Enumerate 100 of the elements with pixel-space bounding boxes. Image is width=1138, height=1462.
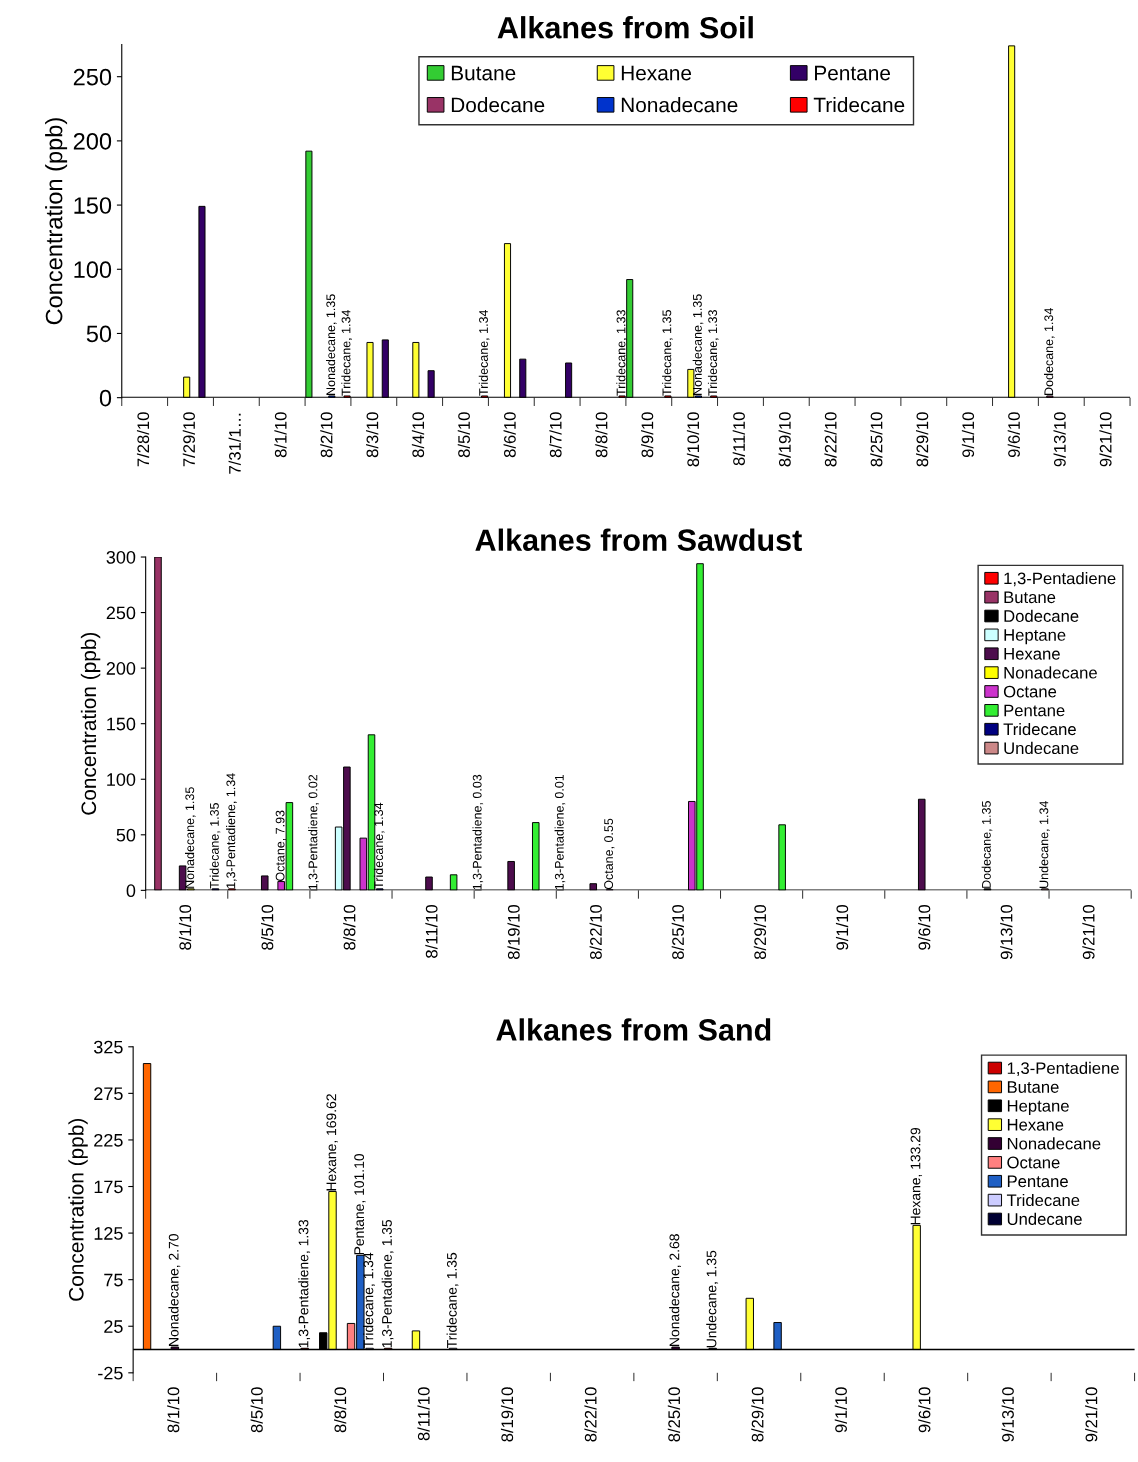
chart-title: Alkanes from Sand: [496, 1018, 771, 1041]
y-tick-label: 250: [73, 68, 112, 86]
y-tick-label: 225: [94, 1133, 123, 1147]
y-tick-label: 150: [74, 197, 112, 214]
y-tick-label: -25: [98, 1366, 123, 1380]
data-label: Tridecane, 1.34: [478, 309, 490, 396]
y-tick-label: 275: [94, 1087, 123, 1101]
x-tick-label: 8/1/10: [274, 412, 287, 458]
y-tick-label: 300: [106, 550, 136, 564]
x-tick-label: 9/13/10: [1000, 904, 1013, 960]
y-tick-label: 100: [107, 773, 136, 786]
legend-label: Hexane: [1007, 1119, 1064, 1131]
legend-label: Nonadecane: [621, 97, 738, 113]
x-tick-label: 8/8/10: [343, 904, 356, 950]
legend-label: Nonadecane: [1007, 1137, 1101, 1150]
x-tick-label: 9/1/10: [961, 412, 975, 458]
x-tick-label: 9/21/10: [1082, 904, 1095, 960]
x-tick-label: 7/29/10: [182, 412, 195, 467]
x-tick-label: 8/7/10: [549, 412, 562, 458]
legend-label: Undecane: [1007, 1212, 1082, 1225]
data-label: Tridecane, 1.35: [662, 310, 673, 396]
legend-label: Pentane: [1007, 1175, 1068, 1188]
x-tick-label: 8/25/10: [671, 904, 684, 960]
legend-label: Dodecane: [1004, 609, 1079, 622]
y-tick-label: 50: [86, 325, 112, 343]
data-label: Nonadecane, 1.35: [326, 294, 337, 395]
data-label: Tridecane, 1.34: [373, 802, 385, 889]
legend-label: Tridecane: [1003, 722, 1076, 736]
x-tick-label: 8/11/10: [425, 904, 438, 958]
x-tick-label: 7/31/1…: [228, 413, 241, 474]
x-tick-label: 9/6/10: [918, 1387, 931, 1433]
y-tick-label: 325: [93, 1040, 123, 1054]
x-tick-label: 8/19/10: [500, 1387, 514, 1442]
y-tick-label: 150: [107, 717, 136, 731]
data-label: Dodecane, 1.34: [1044, 308, 1055, 395]
x-tick-label: 8/1/10: [167, 1387, 180, 1433]
data-label: 1,3-Pentadiene, 1.34: [226, 773, 237, 888]
legend-label: Tridecane: [813, 97, 905, 113]
x-tick-label: 8/6/10: [503, 412, 516, 458]
x-tick-label: 8/5/10: [261, 904, 274, 950]
y-tick-label: 200: [73, 132, 112, 150]
legend-label: Hexane: [1004, 648, 1060, 660]
x-tick-label: 9/1/10: [835, 904, 849, 950]
x-tick-label: 8/1/10: [178, 904, 192, 950]
x-tick-label: 8/5/10: [250, 1387, 263, 1433]
y-tick-label: 200: [106, 662, 136, 675]
y-tick-label: 50: [116, 828, 136, 842]
legend-label: Undecane: [1004, 741, 1079, 755]
data-label: Octane, 7.93: [275, 810, 286, 881]
x-tick-label: 7/28/10: [136, 412, 150, 467]
x-tick-label: 8/8/10: [334, 1387, 347, 1433]
x-tick-label: 8/29/10: [753, 904, 767, 960]
x-tick-label: 8/22/10: [824, 412, 837, 467]
data-label: Undecane, 1.34: [1039, 800, 1050, 888]
x-tick-label: 8/9/10: [641, 412, 654, 458]
data-label: Tridecane, 1.34: [341, 309, 352, 396]
x-tick-label: 8/25/10: [870, 412, 883, 467]
chart-title: Alkanes from Sawdust: [475, 528, 802, 551]
y-tick-label: 250: [106, 606, 136, 620]
legend-label: Butane: [1004, 591, 1056, 604]
data-label: Dodecane, 1.35: [981, 801, 993, 888]
y-axis-title: Concentration (ppb): [45, 118, 68, 325]
data-label: Tridecane, 1.33: [707, 310, 719, 396]
y-tick-label: 125: [94, 1227, 123, 1240]
legend-label: Octane: [1007, 1156, 1060, 1169]
x-tick-label: 8/11/10: [732, 412, 745, 466]
x-tick-label: 8/8/10: [595, 412, 608, 458]
data-label: Hexane, 133.29: [910, 1127, 923, 1225]
x-tick-label: 9/21/10: [1085, 1387, 1098, 1442]
data-label: Nonadecane, 1.35: [185, 787, 196, 888]
data-label: Hexane, 169.62: [326, 1094, 338, 1191]
data-label: 1,3-Pentadiene, 1.35: [381, 1219, 394, 1348]
legend-label: Heptane: [1004, 629, 1066, 645]
legend-label: 1,3-Pentadiene: [1004, 572, 1116, 587]
x-tick-label: 9/13/10: [1053, 412, 1066, 467]
y-axis-title: Concentration (ppb): [80, 632, 101, 815]
x-tick-label: 8/22/10: [589, 904, 602, 960]
y-tick-label: 100: [74, 261, 112, 279]
legend-label: Octane: [1003, 685, 1057, 698]
legend-label: Butane: [451, 65, 516, 81]
x-tick-label: 8/11/10: [417, 1387, 430, 1441]
x-tick-label: 9/21/10: [1099, 412, 1112, 467]
x-tick-label: 8/5/10: [457, 412, 470, 458]
x-tick-label: 9/6/10: [1007, 412, 1020, 458]
legend-label: Dodecane: [451, 97, 545, 113]
data-label: 1,3-Pentadiene, 0.02: [308, 774, 319, 890]
y-tick-label: 175: [94, 1180, 123, 1194]
legend-label: Butane: [1007, 1081, 1059, 1093]
legend-label: Nonadecane: [1004, 666, 1097, 679]
data-label: Nonadecane, 2.70: [168, 1234, 181, 1346]
data-label: Tridecane, 1.35: [209, 802, 221, 889]
x-tick-label: 8/3/10: [366, 412, 379, 458]
data-label: Nonadecane, 2.68: [669, 1234, 681, 1346]
x-tick-label: 8/19/10: [507, 904, 520, 960]
y-tick-label: 0: [126, 884, 136, 898]
x-tick-label: 9/6/10: [918, 904, 931, 950]
data-label: 1,3-Pentadiene, 0.01: [554, 774, 566, 890]
legend-label: Hexane: [621, 65, 692, 81]
data-label: 1,3-Pentadiene, 1.33: [298, 1219, 311, 1348]
legend-label: 1,3-Pentadiene: [1007, 1061, 1119, 1076]
